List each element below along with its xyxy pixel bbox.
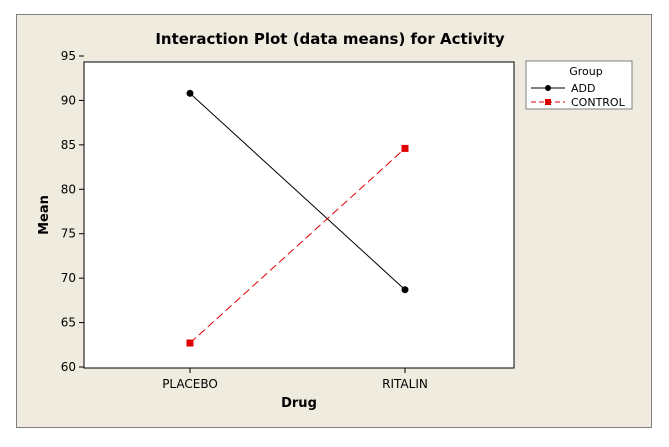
y-tick-label: 70 [61, 271, 76, 285]
legend-box [525, 60, 633, 110]
x-axis: PLACEBO RITALIN [162, 368, 428, 391]
legend-title: Group [569, 65, 603, 78]
y-tick-label: 95 [61, 49, 76, 63]
data-point-add [186, 89, 194, 97]
series-line-add [189, 92, 406, 291]
data-point-add [401, 286, 409, 294]
x-axis-title: Drug [281, 396, 317, 411]
legend-marker-control [545, 99, 551, 105]
series-layer [186, 89, 409, 347]
legend-label-add: ADD [571, 82, 595, 95]
data-point-control [186, 339, 194, 347]
y-tick-label: 60 [61, 360, 76, 374]
x-tick-label: RITALIN [382, 377, 428, 391]
x-tick-label: PLACEBO [162, 377, 218, 391]
y-tick-label: 75 [61, 227, 76, 241]
legend-marker-add [545, 85, 551, 91]
chart-title: Interaction Plot (data means) for Activi… [155, 30, 505, 48]
data-point-control [401, 144, 409, 152]
plot-area [83, 61, 515, 369]
y-tick-label: 85 [61, 138, 76, 152]
y-axis-title: Mean [37, 195, 52, 235]
y-axis: 60 65 70 75 80 85 90 95 [61, 49, 84, 374]
y-tick-label: 90 [61, 93, 76, 107]
y-tick-label: 65 [61, 316, 76, 330]
legend-label-control: CONTROL [571, 96, 626, 109]
series-line-control [189, 148, 406, 344]
y-tick-label: 80 [61, 182, 76, 196]
